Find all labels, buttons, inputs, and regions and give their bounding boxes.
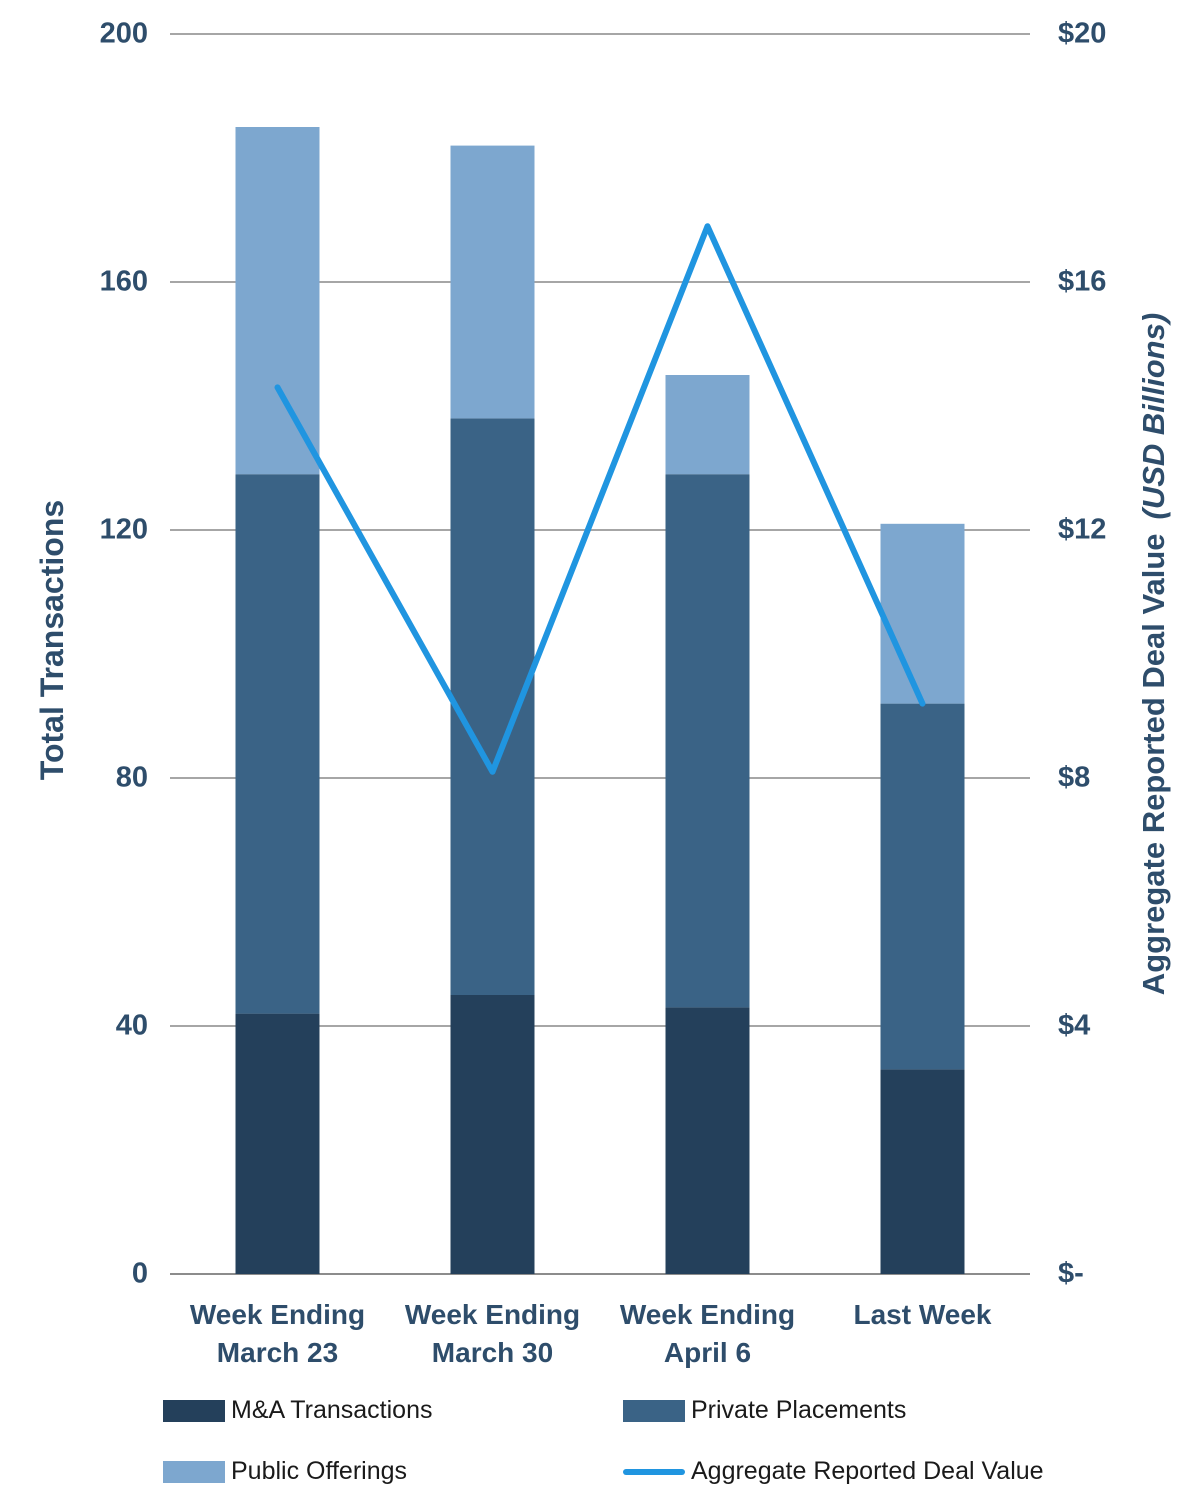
bar-segment xyxy=(450,418,535,995)
left-axis-tick: 120 xyxy=(99,513,148,546)
bar-segment xyxy=(235,474,320,1014)
bar-segment xyxy=(235,127,320,475)
right-axis-tick: $16 xyxy=(1058,265,1107,298)
bar-segment xyxy=(880,523,965,704)
right-axis-tick: $12 xyxy=(1058,513,1107,546)
left-axis-tick: 40 xyxy=(115,1009,148,1042)
aggregate-deal-value-line-swatch xyxy=(623,1468,685,1475)
legend-label: Private Placements xyxy=(691,1396,907,1424)
legend-item-aggregate-deal-value: Aggregate Reported Deal Value xyxy=(623,1457,1103,1486)
bar-segment xyxy=(665,474,750,1008)
bar-segment xyxy=(880,1069,965,1274)
right-axis-tick: $8 xyxy=(1058,761,1091,794)
left-axis-ticks: 200 160 120 80 40 0 xyxy=(0,18,148,1290)
plot-area xyxy=(170,33,1030,1275)
mna-transactions-swatch xyxy=(163,1399,225,1422)
left-axis-tick: 200 xyxy=(99,17,148,50)
bar-segment xyxy=(450,145,535,419)
legend-item-private-placements: Private Placements xyxy=(623,1396,1103,1425)
right-axis-tick: $- xyxy=(1058,1257,1084,1290)
private-placements-swatch xyxy=(623,1399,685,1422)
public-offerings-swatch xyxy=(163,1460,225,1483)
legend-label: Public Offerings xyxy=(231,1457,408,1485)
legend: M&A Transactions Private Placements Publ… xyxy=(163,1396,1103,1486)
deal-value-line xyxy=(274,223,926,775)
legend-item-public-offerings: Public Offerings xyxy=(163,1457,623,1486)
bar-segment xyxy=(880,703,965,1070)
x-label-week-march-30: Week Ending March 30 xyxy=(404,1299,581,1368)
x-label-week-march-23: Week Ending March 23 xyxy=(189,1299,366,1368)
right-axis-ticks: $20 $16 $12 $8 $4 $- xyxy=(1058,18,1200,1290)
left-axis-tick: 160 xyxy=(99,265,148,298)
right-axis-tick: $4 xyxy=(1058,1009,1091,1042)
bar-segment xyxy=(450,995,535,1274)
legend-item-mna-transactions: M&A Transactions xyxy=(163,1396,623,1425)
bar-segment xyxy=(235,1013,320,1274)
left-axis-tick: 0 xyxy=(131,1257,148,1290)
legend-label: Aggregate Reported Deal Value xyxy=(691,1457,1044,1485)
x-axis-labels: Week Ending March 23 Week Ending March 3… xyxy=(170,1296,1030,1372)
x-label-last-week: Last Week xyxy=(853,1299,992,1330)
left-axis-tick: 80 xyxy=(115,761,148,794)
bar-segment xyxy=(665,375,750,475)
right-axis-tick: $20 xyxy=(1058,17,1107,50)
x-label-week-april-6: Week Ending April 6 xyxy=(619,1299,796,1368)
bar-segment xyxy=(665,1007,750,1274)
legend-label: M&A Transactions xyxy=(231,1396,433,1424)
